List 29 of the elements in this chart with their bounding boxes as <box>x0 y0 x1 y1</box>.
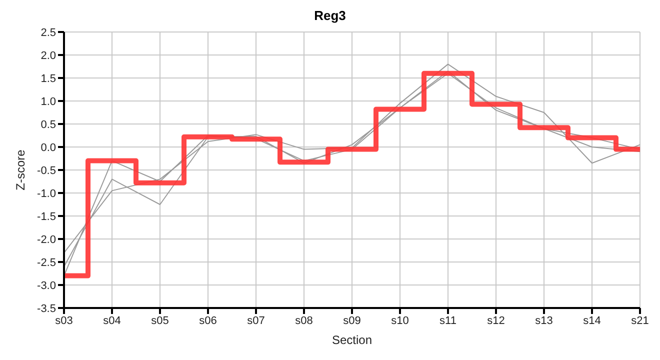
y-tick-label: -3.5 <box>37 302 56 315</box>
y-tick-label: 0.0 <box>40 142 56 154</box>
y-tick-label: -1.5 <box>37 210 56 223</box>
x-tick-label: s11 <box>440 314 456 327</box>
x-tick-label: s05 <box>151 314 169 327</box>
x-tick-label: s03 <box>55 314 73 327</box>
x-tick-label: s21 <box>631 314 649 327</box>
x-tick-label: s07 <box>247 314 265 327</box>
x-tick-label: s12 <box>487 314 505 327</box>
chart-title: Reg3 <box>313 8 347 25</box>
x-tick-label: s13 <box>535 314 553 327</box>
y-tick-label: 0.5 <box>40 118 56 131</box>
y-tick-label: 1.5 <box>40 72 56 85</box>
y-tick-label: 1.0 <box>40 96 56 108</box>
x-tick-label: s04 <box>103 314 121 327</box>
y-tick-label: -3.0 <box>37 280 56 292</box>
y-tick-label: -2.0 <box>37 234 56 246</box>
x-tick-label: s09 <box>343 314 361 327</box>
y-axis-title: Z-score <box>13 149 28 190</box>
x-axis-title: Section <box>332 333 372 347</box>
y-tick-label: -1.0 <box>37 188 56 200</box>
x-tick-label: s14 <box>583 314 601 327</box>
y-tick-label: -0.5 <box>37 164 56 177</box>
y-tick-label: 2.0 <box>40 50 56 62</box>
y-tick-label: 2.5 <box>40 26 56 39</box>
x-tick-label: s06 <box>199 314 217 327</box>
x-tick-label: s08 <box>295 314 313 327</box>
x-tick-label: s10 <box>391 314 409 327</box>
y-tick-label: -2.5 <box>37 256 56 269</box>
